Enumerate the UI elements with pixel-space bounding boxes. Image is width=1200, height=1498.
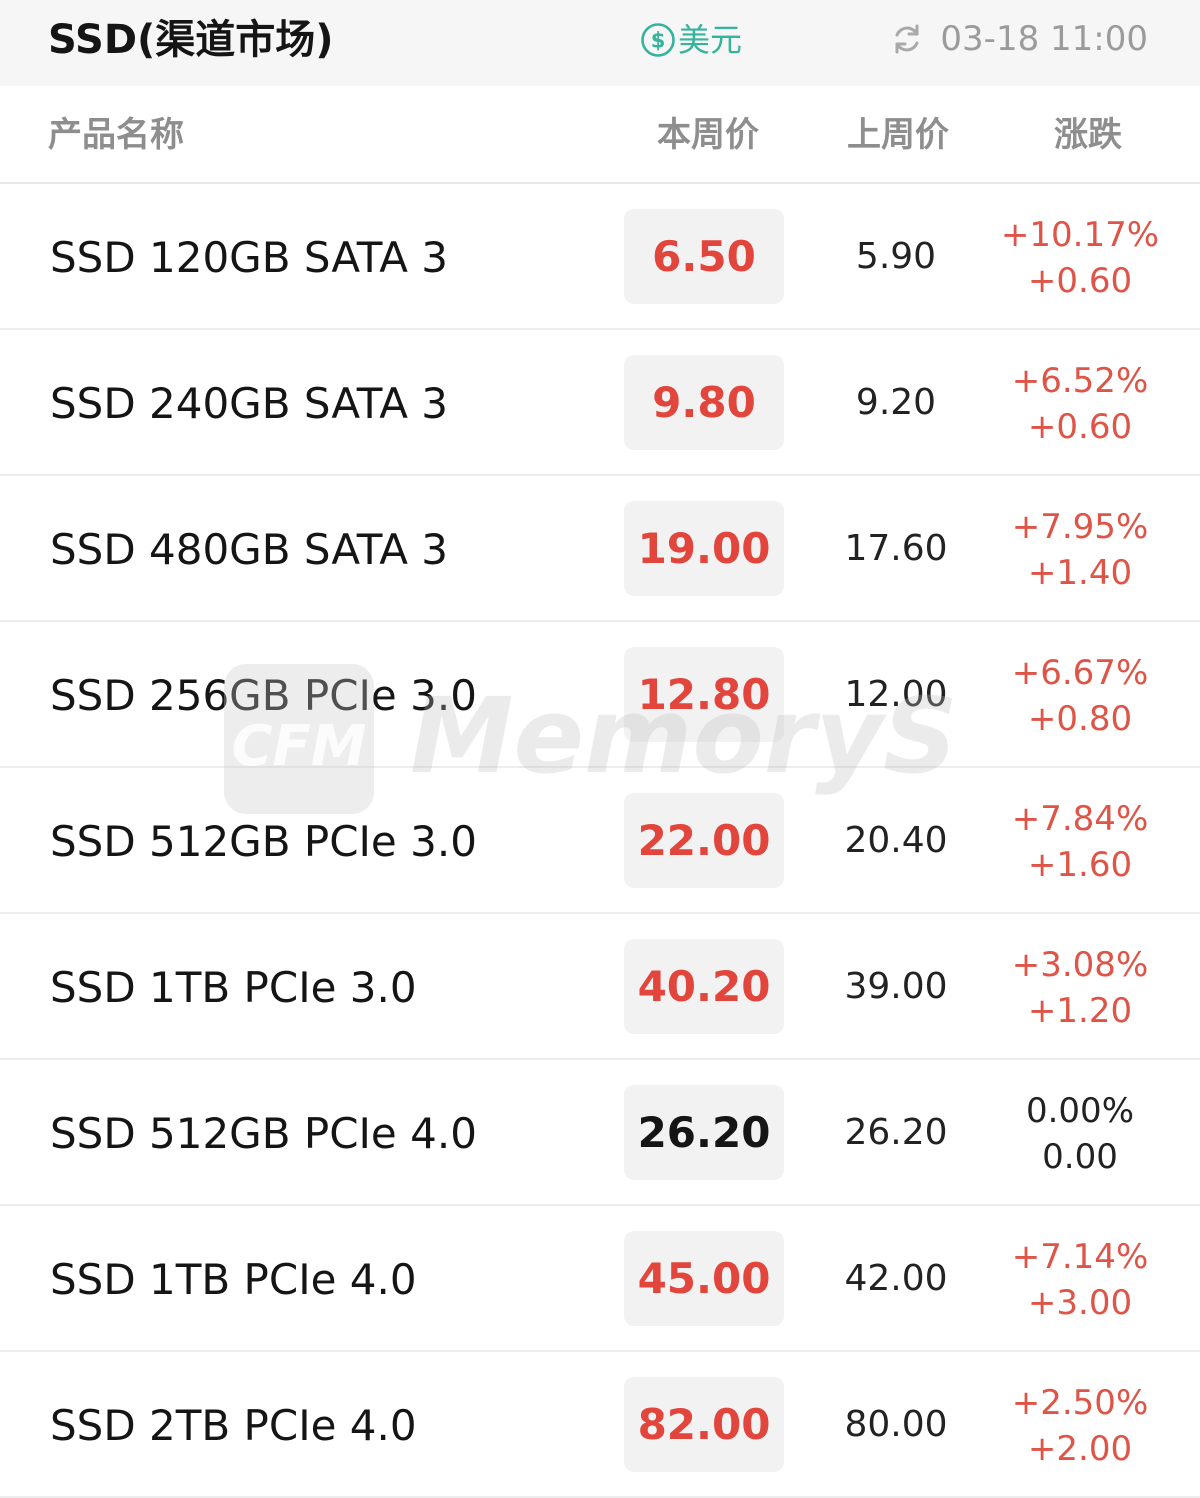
price-change: +7.84% +1.60 (990, 796, 1170, 888)
change-amount: 0.00 (1042, 1137, 1118, 1177)
change-amount: +0.60 (1027, 261, 1133, 301)
change-percent: +6.52% (1011, 361, 1149, 401)
this-week-price-box[interactable]: 82.00 (624, 1377, 784, 1472)
this-week-price-box[interactable]: 9.80 (624, 355, 784, 450)
this-week-price-box[interactable]: 26.20 (624, 1085, 784, 1180)
table-row[interactable]: SSD 240GB SATA 3 9.80 9.20 +6.52% +0.60 (0, 330, 1200, 476)
table-header: 产品名称 本周价 上周价 涨跌 (0, 86, 1200, 184)
this-week-price-box[interactable]: 45.00 (624, 1231, 784, 1326)
table-row[interactable]: SSD 120GB SATA 3 6.50 5.90 +10.17% +0.60 (0, 184, 1200, 330)
product-name: SSD 1TB PCIe 4.0 (50, 1255, 417, 1304)
dollar-circle-icon: $ (641, 23, 675, 57)
this-week-price: 82.00 (637, 1399, 771, 1449)
this-week-price: 40.20 (637, 961, 771, 1011)
change-amount: +1.60 (1027, 845, 1133, 885)
change-amount: +0.60 (1027, 407, 1133, 447)
change-percent: 0.00% (1025, 1091, 1134, 1131)
price-change: +3.08% +1.20 (990, 942, 1170, 1034)
this-week-price: 22.00 (637, 815, 771, 865)
change-percent: +6.67% (1011, 653, 1149, 693)
change-percent: +10.17% (1000, 215, 1160, 255)
price-change: +6.52% +0.60 (990, 358, 1170, 450)
this-week-price: 12.80 (637, 669, 771, 719)
price-change: +7.14% +3.00 (990, 1234, 1170, 1326)
product-name: SSD 2TB PCIe 4.0 (50, 1401, 417, 1450)
this-week-price: 26.20 (637, 1107, 771, 1157)
column-header-name[interactable]: 产品名称 (48, 115, 184, 155)
price-change: +2.50% +2.00 (990, 1380, 1170, 1472)
table-row[interactable]: SSD 2TB PCIe 4.0 82.00 80.00 +2.50% +2.00 (0, 1352, 1200, 1498)
last-week-price: 80.00 (844, 1404, 948, 1445)
column-header-last-week[interactable]: 上周价 (847, 115, 949, 155)
product-name: SSD 512GB PCIe 3.0 (50, 817, 477, 866)
last-week-price: 20.40 (844, 820, 948, 861)
top-bar: SSD(渠道市场) $ 美元 03-18 11:00 (0, 0, 1200, 86)
currency-switch[interactable]: $ 美元 (640, 18, 742, 62)
product-name: SSD 512GB PCIe 4.0 (50, 1109, 477, 1158)
product-name: SSD 120GB SATA 3 (50, 233, 448, 282)
product-name: SSD 1TB PCIe 3.0 (50, 963, 417, 1012)
table-row[interactable]: SSD 256GB PCIe 3.0 12.80 12.00 +6.67% +0.80 (0, 622, 1200, 768)
change-percent: +7.95% (1011, 507, 1149, 547)
last-week-price: 5.90 (855, 236, 937, 277)
change-amount: +1.40 (1027, 553, 1133, 593)
refresh-icon (895, 24, 919, 54)
product-name: SSD 480GB SATA 3 (50, 525, 448, 574)
column-header-change[interactable]: 涨跌 (1054, 115, 1122, 155)
change-percent: +2.50% (1011, 1383, 1149, 1423)
product-name: SSD 256GB PCIe 3.0 (50, 671, 477, 720)
last-week-price: 42.00 (844, 1258, 948, 1299)
table-row[interactable]: SSD 1TB PCIe 4.0 45.00 42.00 +7.14% +3.00 (0, 1206, 1200, 1352)
price-change: +7.95% +1.40 (990, 504, 1170, 596)
table-row[interactable]: SSD 512GB PCIe 4.0 26.20 26.20 0.00% 0.00 (0, 1060, 1200, 1206)
price-change: 0.00% 0.00 (990, 1088, 1170, 1180)
this-week-price-box[interactable]: 12.80 (624, 647, 784, 742)
change-amount: +2.00 (1027, 1429, 1133, 1469)
currency-label: 美元 (678, 21, 743, 59)
change-percent: +7.84% (1011, 799, 1149, 839)
column-header-this-week[interactable]: 本周价 (657, 115, 759, 155)
this-week-price-box[interactable]: 40.20 (624, 939, 784, 1034)
price-change: +6.67% +0.80 (990, 650, 1170, 742)
change-amount: +0.80 (1027, 699, 1133, 739)
change-percent: +3.08% (1011, 945, 1149, 985)
table-row[interactable]: SSD 480GB SATA 3 19.00 17.60 +7.95% +1.40 (0, 476, 1200, 622)
this-week-price: 45.00 (637, 1253, 771, 1303)
price-change: +10.17% +0.60 (990, 212, 1170, 304)
svg-text:$: $ (651, 29, 666, 53)
page-title: SSD(渠道市场) (48, 17, 334, 63)
last-week-price: 39.00 (844, 966, 948, 1007)
last-week-price: 12.00 (844, 674, 948, 715)
product-name: SSD 240GB SATA 3 (50, 379, 448, 428)
last-week-price: 9.20 (855, 382, 937, 423)
table-row[interactable]: SSD 1TB PCIe 3.0 40.20 39.00 +3.08% +1.20 (0, 914, 1200, 1060)
this-week-price: 9.80 (652, 377, 756, 427)
this-week-price: 19.00 (637, 523, 771, 573)
this-week-price-box[interactable]: 22.00 (624, 793, 784, 888)
last-week-price: 26.20 (844, 1112, 948, 1153)
price-table: SSD 120GB SATA 3 6.50 5.90 +10.17% +0.60 SSD … (0, 184, 1200, 1498)
this-week-price-box[interactable]: 19.00 (624, 501, 784, 596)
refresh-timestamp[interactable]: 03-18 11:00 (890, 16, 1148, 62)
this-week-price-box[interactable]: 6.50 (624, 209, 784, 304)
change-percent: +7.14% (1011, 1237, 1149, 1277)
this-week-price: 6.50 (652, 231, 756, 281)
update-time: 03-18 11:00 (940, 19, 1148, 59)
change-amount: +1.20 (1027, 991, 1133, 1031)
table-row[interactable]: SSD 512GB PCIe 3.0 22.00 20.40 +7.84% +1.60 (0, 768, 1200, 914)
change-amount: +3.00 (1027, 1283, 1133, 1323)
last-week-price: 17.60 (844, 528, 948, 569)
